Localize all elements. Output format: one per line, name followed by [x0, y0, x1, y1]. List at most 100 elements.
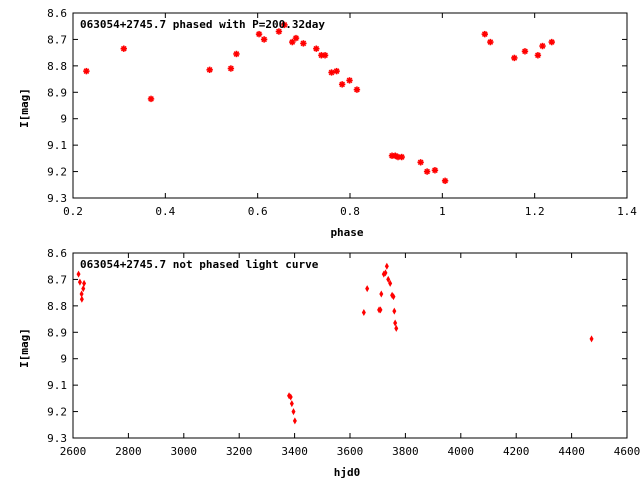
y-tick-label: 8.7 [47, 273, 67, 286]
y-tick-label: 9.1 [47, 139, 67, 152]
x-tick-label: 4200 [503, 445, 530, 458]
data-point [260, 36, 268, 43]
data-point [423, 168, 431, 175]
data-point [441, 177, 449, 185]
x-tick-label: 3600 [337, 445, 364, 458]
data-point [431, 167, 439, 174]
y-tick-label: 8.9 [47, 86, 67, 99]
data-point [391, 293, 396, 301]
data-point [388, 279, 393, 287]
y-tick-label: 8.6 [47, 247, 67, 260]
data-point [82, 279, 87, 287]
x-tick-label: 3000 [171, 445, 198, 458]
y-tick-label: 8.7 [47, 33, 67, 46]
data-point [548, 38, 555, 46]
chart-title-unphased: 063054+2745.7 not phased light curve [80, 258, 319, 271]
data-point [333, 67, 340, 75]
x-tick-label: 1 [439, 205, 446, 218]
data-point [379, 290, 384, 298]
y-tick-label: 9.3 [47, 432, 67, 445]
data-point [365, 285, 370, 293]
chart-unphased: 2600 2800 3000 3200 3400 3600 3800 4000 4200 4400… [18, 247, 640, 479]
x-tick-label: 1.4 [617, 205, 637, 218]
points-phased [83, 21, 555, 185]
y-tick-label: 9.1 [47, 379, 67, 392]
data-point [288, 393, 293, 401]
data-point [534, 52, 542, 59]
x-tick-label: 0.4 [155, 205, 175, 218]
y-tick-label: 8.9 [47, 326, 67, 339]
data-point [255, 30, 263, 38]
data-point [120, 45, 127, 52]
data-point [383, 269, 388, 277]
data-point [398, 153, 405, 161]
data-point [292, 34, 300, 42]
data-point [81, 285, 86, 293]
x-tick-label: 2800 [115, 445, 142, 458]
data-point [300, 40, 307, 47]
x-tick-label: 3200 [226, 445, 253, 458]
data-point [378, 306, 383, 314]
chart-phased: 0.2 0.4 0.6 0.8 1 1.2 1.4 8.6 8.7 8.8 8.9 9 9.1 9.2 9… [18, 7, 637, 239]
y-tick-label: 9.2 [47, 406, 67, 419]
data-point [291, 408, 296, 416]
x-ticks-unphased: 2600 2800 3000 3200 3400 3600 3800 4000 4200 4400… [60, 253, 640, 458]
data-point [313, 45, 320, 52]
x-tick-label: 3400 [281, 445, 308, 458]
data-point [321, 52, 329, 59]
data-point [281, 21, 288, 29]
data-point [147, 95, 155, 103]
y-tick-label: 9.2 [47, 166, 67, 179]
y-tick-label: 8.8 [47, 60, 67, 73]
y-tick-label: 8.6 [47, 7, 67, 20]
x-axis-label-unphased: hjd0 [334, 466, 361, 479]
data-point [384, 262, 389, 270]
data-point [393, 319, 398, 327]
data-point [76, 270, 81, 278]
y-axis-label-phased: I[mag] [18, 88, 31, 128]
data-point [233, 50, 240, 58]
data-point [206, 66, 213, 74]
data-point [589, 335, 594, 343]
points-unphased [76, 262, 594, 425]
x-tick-label: 3800 [392, 445, 419, 458]
x-tick-label: 4400 [558, 445, 585, 458]
x-tick-label: 2600 [60, 445, 87, 458]
data-point [539, 42, 546, 50]
data-point [392, 307, 397, 315]
data-point [353, 86, 361, 93]
plot-frame-phased [72, 12, 628, 199]
x-tick-label: 1.2 [525, 205, 545, 218]
y-tick-label: 9.3 [47, 192, 67, 205]
data-point [394, 324, 399, 332]
y-tick-label: 8.8 [47, 300, 67, 313]
data-point [328, 69, 335, 76]
y-axis-label-unphased: I[mag] [18, 328, 31, 368]
x-tick-label: 0.8 [340, 205, 360, 218]
x-tick-label: 0.2 [63, 205, 83, 218]
plot-frame-unphased [72, 252, 628, 439]
y-tick-label: 9 [60, 113, 67, 126]
data-point [83, 67, 90, 75]
chart-title-phased: 063054+2745.7 phased with P=200.32day [80, 18, 325, 31]
data-point [77, 278, 82, 286]
x-tick-label: 4600 [614, 445, 640, 458]
data-point [289, 400, 294, 408]
x-tick-label: 0.6 [248, 205, 268, 218]
y-tick-label: 9 [60, 353, 67, 366]
y-ticks-phased: 8.6 8.7 8.8 8.9 9 9.1 9.2 9.3 [47, 7, 627, 205]
data-point [487, 38, 494, 46]
data-point [338, 81, 346, 88]
x-axis-label-phased: phase [330, 226, 363, 239]
data-point [79, 290, 84, 298]
x-tick-label: 4000 [448, 445, 475, 458]
data-point [481, 30, 489, 38]
data-point [417, 159, 424, 166]
data-point [79, 295, 84, 303]
data-point [521, 48, 529, 55]
x-ticks-phased: 0.2 0.4 0.6 0.8 1 1.2 1.4 [63, 13, 637, 218]
data-point [386, 275, 391, 283]
y-ticks-unphased: 8.6 8.7 8.8 8.9 9 9.1 9.2 9.3 [47, 247, 627, 445]
data-point [227, 65, 235, 72]
